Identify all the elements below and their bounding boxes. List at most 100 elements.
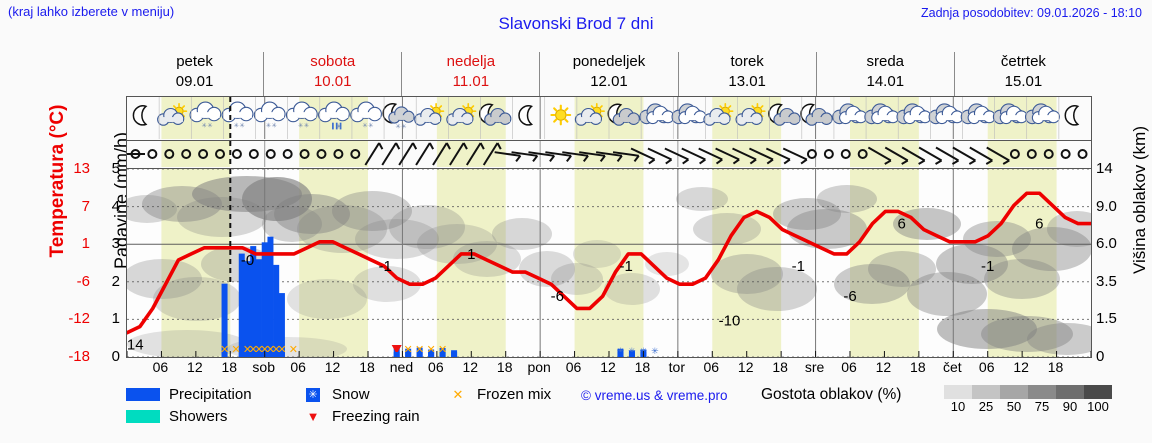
cloud-density-blob [676,187,728,211]
time-label: pon [527,359,551,375]
precipitation-bar [244,261,251,357]
precipitation-tick [393,352,400,357]
cloud-density-blob [262,206,322,242]
menu-note: (kraj lahko izberete v meniju) [8,4,175,19]
svg-text:✳: ✳ [336,122,342,130]
wind-barb [840,149,851,159]
precipitation-tick [273,352,280,357]
cloud-scale-swatches [944,385,1112,399]
svg-text:✳: ✳ [362,121,368,129]
time-label: 06 [841,359,857,375]
frozen-mix-marker: ✕ [289,344,298,356]
weather-icon-sun [550,104,572,126]
precipitation-tick [255,352,262,357]
frozen-mix-marker: ✕ [249,344,258,356]
cloud-density-blob [332,191,412,231]
wind-barb [528,151,556,162]
cloud-scale-number: 100 [1087,399,1109,414]
cloud-density-blob [711,254,783,294]
weather-icon-sun-cloud [446,103,477,126]
day-name: sobota [310,53,356,70]
daylight-band [574,169,644,357]
legend-freezing-rain: ▼ Freezing rain [306,408,420,425]
copyright[interactable]: © vreme.us & vreme.pro [581,388,728,403]
weather-icon-cloud-snow-heavy: ✳ [318,101,350,130]
svg-text:✳: ✳ [298,121,304,129]
wind-barb [749,147,774,165]
weather-icon-moon-cloud-snow: ✳ ✳ [382,103,415,130]
cloud-scale-number: 25 [978,399,994,414]
day-name: sreda [866,53,905,70]
frozen-mix-marker: ✕ [243,344,252,356]
cloud-density-blob [519,251,575,287]
legend-showers-label: Showers [169,408,228,425]
cloud-density-blob [693,213,761,245]
wind-barb [595,151,623,162]
wind-barb [299,149,310,159]
cloud-scale-swatch [1000,385,1028,399]
wind-barb [364,142,384,166]
temperature-annotation: -6 [551,288,564,305]
weather-icons-svg: ✳ ✳ ✳ ✳ ✳ ✳ ✳ ✳ ✳ ✳ ✳ ✳ ✳ [132,97,1080,139]
temperature-tick: 1 [81,235,90,253]
wind-barb [1060,149,1071,159]
temperature-annotation: -10 [719,312,741,329]
precipitation-bar [273,264,280,357]
cloud-height-tick: 0 [1096,348,1105,365]
svg-text:✳: ✳ [395,122,401,130]
wind-barb [612,151,640,162]
wind-barb [918,146,943,165]
temperature-annotation: -0 [241,252,254,269]
day-date: 15.01 [1004,73,1043,90]
precipitation-tick: 3 [111,235,120,253]
daylight-band [850,169,919,357]
temperature-annotation: 1 [467,246,475,263]
legend-freezing-rain-label: Freezing rain [332,408,420,425]
day-name: četrtek [1000,53,1046,70]
precipitation-tick [628,352,635,357]
temperature-line [127,191,1091,335]
day-column-ponedeljek: ponedeljek 12.01 [539,52,677,96]
cloud-density-blob [287,279,367,319]
snow-marker: ✳ [651,346,659,356]
daylight-band [161,141,231,167]
day-name: nedelja [446,53,496,70]
cloud-height-tick: 6.0 [1096,235,1117,253]
meteogram-plot: ✕✕✕✕✕✕✕✕✕✕✕✕✕✕✳✳✳✳-14-0-11-6-1-10-1-66-1… [126,168,1092,358]
cloud-density-blob [355,219,439,259]
wind-barb [986,146,1010,165]
precipitation-bar [250,246,257,357]
precipitation-tick [416,352,423,357]
weather-icon-cloud-snow: ✳ ✳ [189,101,222,129]
temperature-tick: -18 [68,348,90,365]
wind-barb [823,149,834,159]
cloud-density-legend-title: Gostota oblakov (%) [761,386,901,404]
wind-barb [1026,149,1037,159]
temperature-axis-title: Temperatura (°C) [47,104,68,258]
wind-barb [1009,149,1020,159]
precipitation-tick: 5 [111,160,120,177]
cloud-density-blob [274,194,350,234]
weather-icon-cloud [1024,103,1060,125]
wind-barb [147,149,158,159]
time-label: 18 [1047,359,1064,375]
temperature-annotation: -1 [981,258,994,275]
wind-barb [282,149,293,159]
frozen-mix-marker: ✕ [266,344,275,356]
precipitation-tick: 2 [111,272,120,290]
weather-icon-cloud-snow: ✳ ✳ [253,101,286,129]
precipitation-bar [278,293,285,357]
wind-barb [1077,149,1088,159]
precipitation-bar [267,236,274,357]
precipitation-tick [250,352,257,357]
cloud-scale-numbers: 10 25 50 75 90 100 [944,399,1112,414]
frozen-mix-marker: ✕ [254,344,263,356]
wind-barb [715,147,740,165]
precipitation-tick [428,352,435,357]
day-name: torek [730,53,764,70]
weather-icon-cloud [671,103,707,125]
cloud-scale-swatch [1084,385,1112,399]
weather-icon-cloud-snow: ✳ ✳ [285,101,318,129]
wind-barb [164,149,175,159]
cloud-density-blob [981,316,1073,352]
